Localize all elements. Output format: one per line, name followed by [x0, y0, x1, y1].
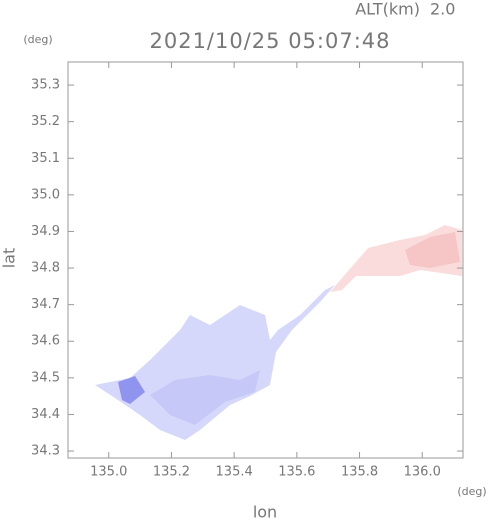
- y-unit: (deg): [23, 33, 52, 46]
- chart-title: 2021/10/25 05:07:48: [149, 29, 390, 53]
- radar-echo: [95, 225, 462, 440]
- x-tick-label: 135.0: [90, 465, 127, 480]
- y-tick-label: 35.0: [31, 187, 60, 202]
- y-tick-label: 35.3: [31, 78, 60, 93]
- y-axis-label: lat: [0, 248, 19, 269]
- altitude-label: ALT(km): [355, 0, 420, 19]
- y-tick-label: 34.9: [31, 224, 60, 239]
- y-tick-label: 34.3: [31, 444, 60, 459]
- x-tick-label: 135.4: [216, 465, 253, 480]
- y-tick-label: 34.7: [31, 297, 60, 312]
- y-tick-label: 34.4: [31, 407, 60, 422]
- y-tick-label: 35.2: [31, 114, 60, 129]
- plot-frame: [67, 61, 464, 459]
- x-unit: (deg): [457, 485, 486, 498]
- x-tick-label: 136.0: [404, 465, 441, 480]
- x-tick-label: 135.8: [341, 465, 378, 480]
- y-tick-label: 34.5: [31, 370, 60, 385]
- y-tick-label: 35.1: [31, 151, 60, 166]
- y-tick-label: 34.6: [31, 334, 60, 349]
- altitude-value: 2.0: [430, 0, 455, 19]
- x-axis-label: lon: [253, 503, 277, 522]
- x-tick-label: 135.6: [278, 465, 315, 480]
- x-tick-label: 135.2: [153, 465, 190, 480]
- y-tick-label: 34.8: [31, 261, 60, 276]
